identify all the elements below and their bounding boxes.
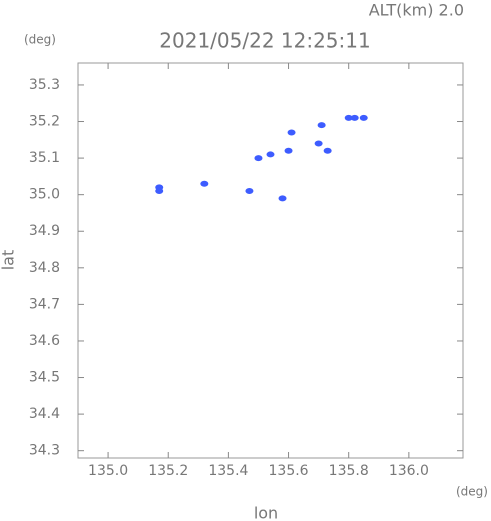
echo-point (314, 140, 323, 147)
echo-point (278, 195, 287, 202)
echo-point (200, 180, 209, 187)
y-axis-label: lat (0, 250, 18, 271)
chart-title: 2021/05/22 12:25:11 (159, 29, 370, 53)
y-tick-label: 35.3 (29, 77, 60, 93)
echo-point (254, 155, 263, 162)
x-tick-label: 136.0 (389, 463, 429, 479)
echo-point (350, 114, 359, 121)
x-tick-label: 135.2 (148, 463, 188, 479)
echo-point (287, 129, 296, 136)
y-tick-label: 34.4 (29, 406, 60, 422)
echo-point (284, 147, 293, 154)
echo-point (323, 147, 332, 154)
y-tick-label: 34.3 (29, 443, 60, 459)
x-tick-label: 135.8 (329, 463, 369, 479)
y-tick-label: 34.9 (29, 223, 60, 239)
y-tick-label: 35.2 (29, 114, 60, 130)
y-tick-label: 35.0 (29, 187, 60, 203)
y-tick-label: 34.8 (29, 260, 60, 276)
y-tick-label: 34.7 (29, 296, 60, 312)
echo-point (155, 188, 164, 195)
x-tick-label: 135.4 (208, 463, 248, 479)
echo-point (359, 114, 368, 121)
x-unit: (deg) (456, 485, 488, 499)
echo-point (266, 151, 275, 158)
y-tick-label: 34.6 (29, 333, 60, 349)
echo-point (344, 114, 353, 121)
echo-point (317, 122, 326, 129)
y-tick-label: 34.5 (29, 370, 60, 386)
header: ALT(km) 2.0 (369, 1, 464, 20)
x-tick-label: 135.6 (269, 463, 309, 479)
y-tick-label: 35.1 (29, 150, 60, 166)
echo-point (245, 188, 254, 195)
x-tick-label: 135.0 (88, 463, 128, 479)
y-unit: (deg) (24, 33, 56, 47)
plot-frame (77, 62, 464, 459)
x-axis-label: lon (254, 504, 278, 521)
